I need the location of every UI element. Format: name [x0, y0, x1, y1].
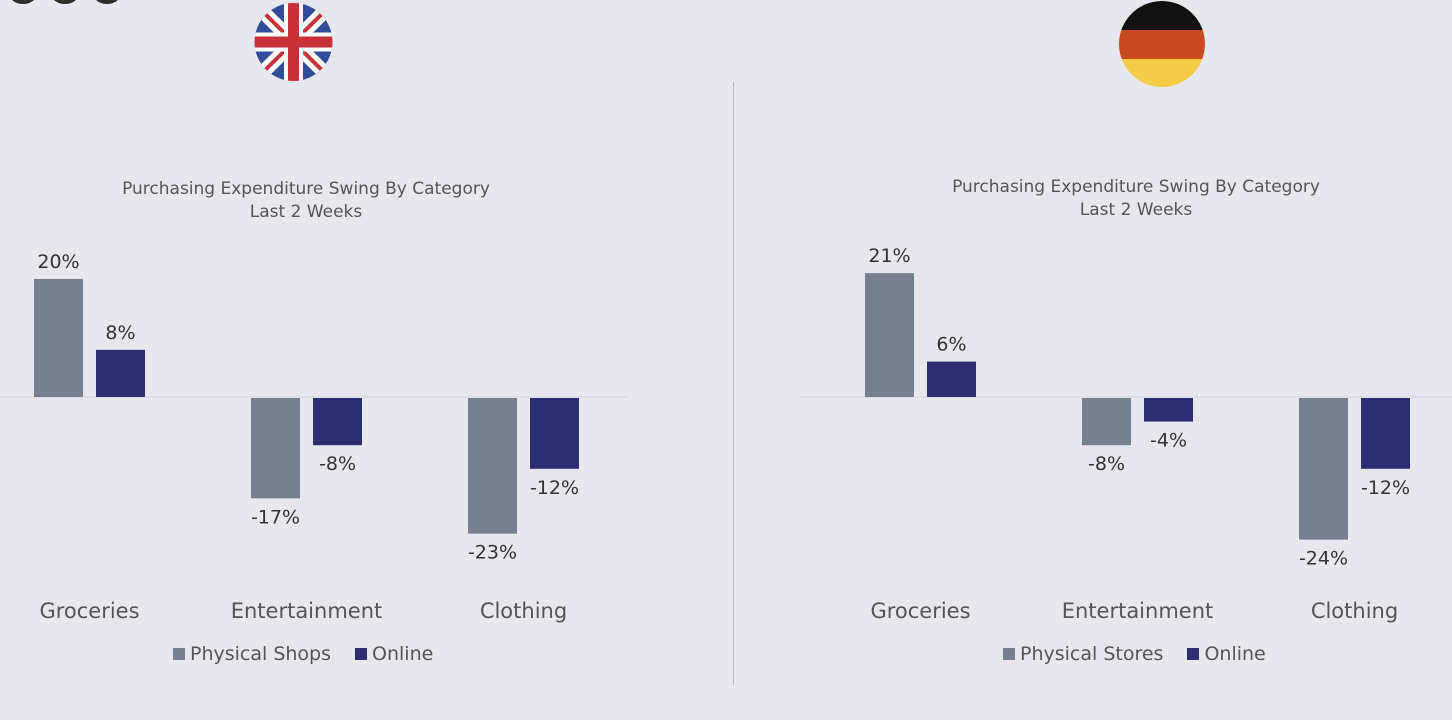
legend-item-physical: Physical Stores: [1003, 643, 1163, 665]
legend-label: Physical Stores: [1020, 643, 1164, 665]
chart-title: Purchasing Expenditure Swing By Category: [122, 179, 490, 199]
data-label: -12%: [530, 477, 579, 499]
bar-physical: [865, 273, 914, 397]
data-label: 8%: [105, 322, 135, 344]
legend-label: Online: [372, 643, 434, 665]
chart-subtitle: Last 2 Weeks: [1079, 200, 1193, 220]
uk-flag-icon: [254, 3, 333, 81]
data-label: -8%: [1088, 453, 1125, 475]
germany-flag-icon: [1119, 1, 1205, 87]
legend-item-online: Online: [1187, 643, 1266, 665]
legend-label: Online: [1204, 643, 1266, 665]
bar-online: [1144, 398, 1193, 422]
data-label: -24%: [1299, 548, 1348, 570]
bar-chart-de: 21% 6% Groceries -8% -4% Entertainment -24% -12…: [799, 245, 1452, 623]
bar-online: [96, 349, 145, 397]
bar-online: [530, 398, 579, 469]
bar-online: [313, 398, 362, 446]
data-label: -17%: [251, 506, 300, 528]
data-label: -8%: [319, 453, 356, 475]
bar-online: [1361, 398, 1410, 469]
bar-physical: [34, 279, 83, 397]
bar-online: [927, 361, 976, 397]
data-label: 21%: [868, 245, 910, 267]
category-label: Entertainment: [231, 599, 383, 623]
data-label: -4%: [1150, 430, 1187, 452]
bar-physical: [1082, 398, 1131, 446]
legend-swatch-online: [1187, 648, 1200, 660]
partial-logo: [0, 0, 150, 4]
legend-label: Physical Shops: [190, 643, 332, 665]
bar-physical: [1299, 398, 1348, 540]
category-label: Clothing: [1311, 599, 1398, 623]
chart-title-block-de: Purchasing Expenditure Swing By Category…: [886, 176, 1386, 222]
chart-title-block-uk: Purchasing Expenditure Swing By Category…: [56, 178, 556, 224]
legend-swatch-online: [355, 648, 368, 660]
bar-chart-uk: 20% 8% Groceries -17% -8% Entertainment -23% -1…: [0, 251, 628, 623]
legend-item-online: Online: [355, 643, 433, 665]
legend-uk: Physical Shops Online: [173, 643, 433, 665]
legend-de: Physical Stores Online: [1003, 643, 1266, 665]
category-label: Clothing: [480, 599, 567, 623]
chart-subtitle: Last 2 Weeks: [249, 202, 363, 222]
legend-item-physical: Physical Shops: [173, 643, 331, 665]
legend-swatch-physical: [173, 648, 185, 660]
legend-swatch-physical: [1003, 648, 1015, 660]
data-label: 6%: [936, 334, 966, 356]
chart-title: Purchasing Expenditure Swing By Category: [952, 177, 1320, 197]
category-label: Entertainment: [1062, 599, 1214, 623]
bar-physical: [468, 398, 517, 534]
data-label: -12%: [1361, 477, 1410, 499]
category-label: Groceries: [870, 599, 970, 623]
bar-physical: [251, 398, 300, 499]
category-label: Groceries: [39, 599, 139, 623]
panel-divider: [733, 82, 734, 685]
data-label: -23%: [468, 542, 517, 564]
data-label: 20%: [37, 251, 79, 273]
